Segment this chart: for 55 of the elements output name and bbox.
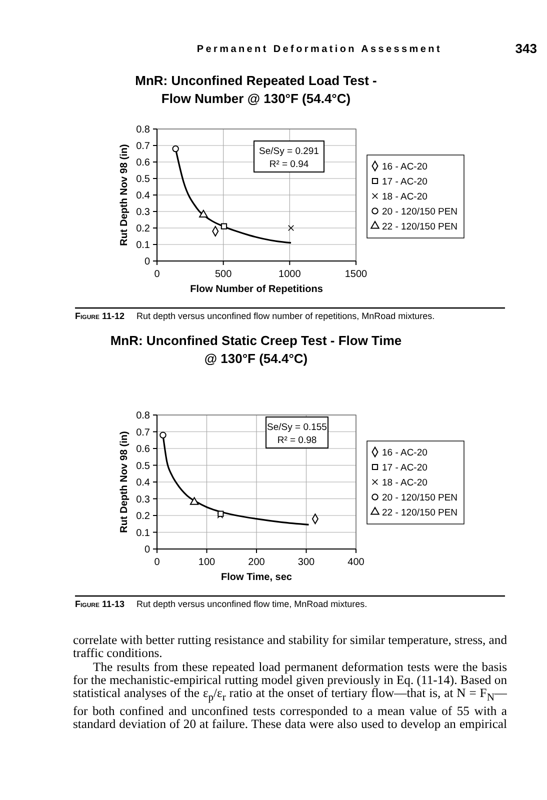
legend-label: 22 - 120/150 PEN — [382, 221, 458, 232]
y-tick-label: 0 — [144, 256, 150, 268]
text: correlate with better rutting resistance and stability for similar temperature, stress, and traffic conditions. — [73, 633, 507, 661]
y-axis-title: Rut Depth Nov 98 (in) — [119, 431, 130, 533]
chart-title: MnR: Unconfined Static Creep Test - Flow Time @ 130°F (54.4°C) — [110, 333, 402, 366]
y-tick-label: 0.4 — [136, 190, 150, 202]
legend-label: 17 - AC-20 — [382, 462, 428, 474]
text: 343 — [515, 41, 537, 56]
text: The results from these repeated load permanent deformation tests were the basis for the mechanistic-empirical rutting model given previously in Eq. (11-14). Based on statistical analyses of the ε$_{p}$/ε$_{r}$ ratio at the onset of tertiary flow—that is, at N = F$_{N}$—for both confined and unconfined tests corresponded to a mean value of 55 with a standard deviation of 20 at failure. These data were also used to develop an empirical — [73, 660, 507, 732]
x-tick-label: 400 — [348, 557, 365, 568]
y-tick-label: 0.3 — [136, 494, 150, 506]
y-tick-label: 0.4 — [136, 478, 150, 488]
chart-title: MnR: Unconfined Repeated Load Test - Flow Number @ 130°F (54.4°C) — [135, 73, 377, 106]
y-tick-label: 0.7 — [136, 427, 150, 438]
legend-label: 18 - AC-20 — [382, 191, 428, 202]
y-tick-label: 0.8 — [136, 124, 150, 136]
legend-label: 20 - 120/150 PEN — [382, 492, 458, 504]
caption: Figure 11-13 — [75, 599, 125, 609]
legend-label: 16 - AC-20 — [382, 161, 428, 172]
y-tick-label: 0 — [144, 544, 150, 556]
annotation: Se/Sy = 0.291 — [259, 146, 319, 157]
text: Rut depth versus unconfined flow time, MnRoad mixtures. — [136, 599, 368, 609]
y-tick-label: 0.7 — [136, 141, 150, 152]
x-axis-title: Flow Number of Repetitions — [190, 284, 324, 295]
text: Permanent Deformation Assessment — [196, 44, 442, 55]
y-tick-label: 0.6 — [136, 444, 150, 455]
y-tick-label: 0.8 — [136, 410, 150, 422]
x-tick-label: 100 — [198, 557, 216, 568]
y-tick-label: 0.5 — [136, 174, 150, 185]
x-tick-label: 500 — [214, 269, 232, 280]
legend-label: 20 - 120/150 PEN — [382, 206, 458, 218]
x-tick-label: 200 — [248, 557, 266, 568]
legend-label: 22 - 120/150 PEN — [382, 507, 458, 518]
y-tick-label: 0.3 — [136, 207, 150, 218]
x-tick-label: 1500 — [344, 269, 368, 280]
y-tick-label: 0.1 — [136, 240, 150, 251]
y-axis-title: Rut Depth Nov 98 (in) — [119, 144, 130, 246]
legend-label: 17 - AC-20 — [382, 176, 428, 188]
y-tick-label: 0.2 — [136, 224, 150, 234]
x-tick-label: 1000 — [278, 269, 302, 280]
y-tick-label: 0.2 — [136, 511, 150, 522]
x-tick-label: 300 — [298, 557, 316, 568]
text: Rut depth versus unconfined flow number of repetitions, MnRoad mixtures. — [136, 311, 435, 321]
x-tick-label: 0 — [154, 269, 160, 280]
x-tick-label: 0 — [154, 557, 160, 568]
y-tick-label: 0.6 — [136, 158, 150, 168]
annotation: R² = 0.98 — [277, 435, 317, 446]
annotation: R² = 0.94 — [269, 159, 309, 170]
legend-label: 18 - AC-20 — [382, 477, 428, 488]
legend-label: 16 - AC-20 — [382, 447, 428, 458]
y-tick-label: 0.5 — [136, 460, 150, 472]
y-tick-label: 0.1 — [136, 528, 150, 539]
caption: Figure 11-12 — [75, 311, 125, 321]
annotation: Se/Sy = 0.155 — [267, 422, 327, 433]
x-axis-title: Flow Time, sec — [221, 572, 292, 583]
